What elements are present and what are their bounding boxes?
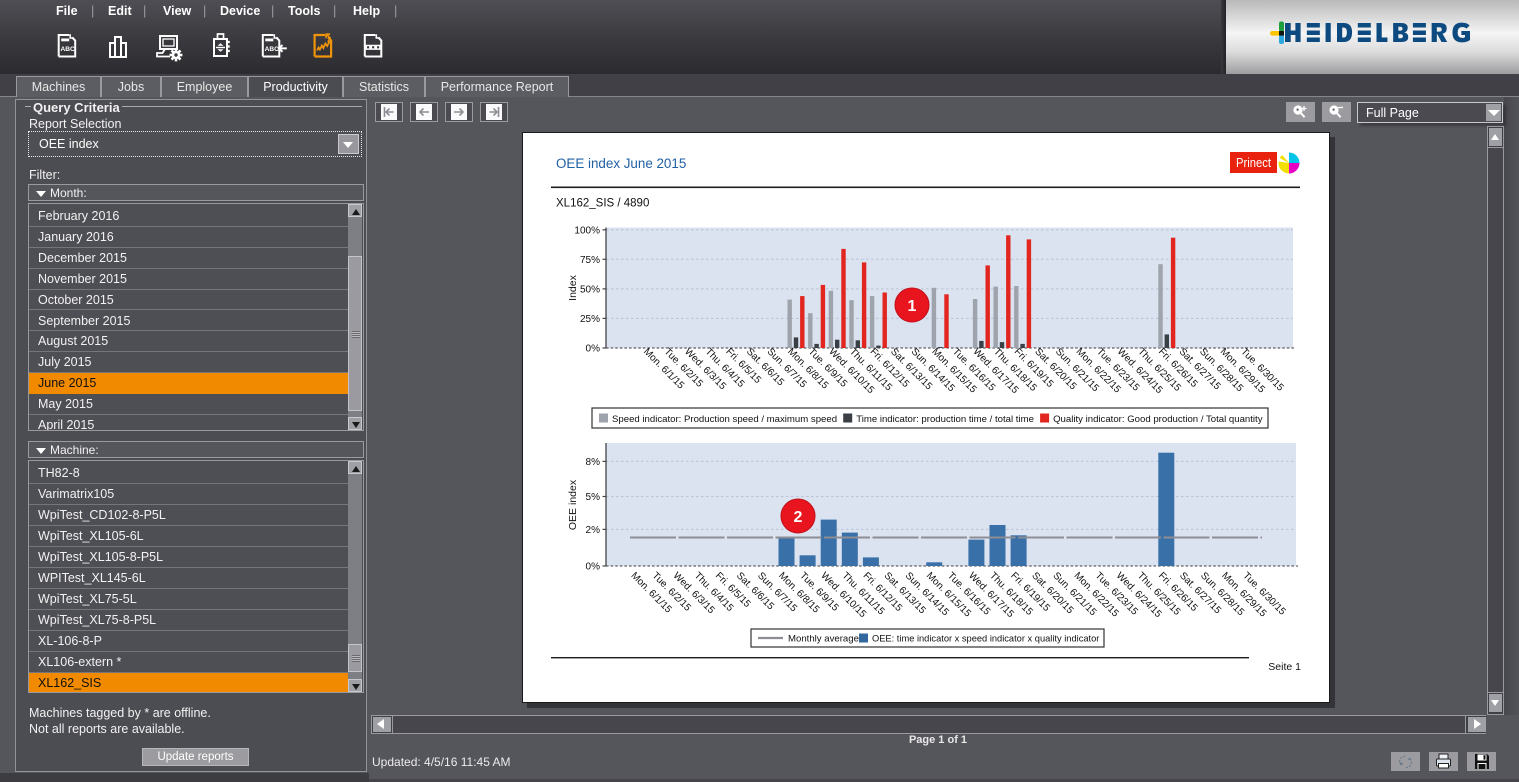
svg-text:ABC: ABC bbox=[265, 46, 280, 53]
svg-text:75%: 75% bbox=[580, 255, 600, 266]
svg-text:0%: 0% bbox=[586, 344, 601, 355]
svg-text:XL162_SIS / 4890: XL162_SIS / 4890 bbox=[556, 198, 649, 210]
svg-text:5%: 5% bbox=[586, 492, 601, 503]
svg-text:Time indicator: production tim: Time indicator: production time / total … bbox=[856, 414, 1034, 425]
svg-text:1: 1 bbox=[908, 298, 917, 315]
svg-text:OEE index June 2015: OEE index June 2015 bbox=[556, 156, 686, 171]
svg-text:Speed indicator: Production sp: Speed indicator: Production speed / maxi… bbox=[612, 414, 837, 425]
svg-text:Quality indicator: Good produc: Quality indicator: Good production / Tot… bbox=[1053, 414, 1263, 425]
svg-text:100%: 100% bbox=[574, 225, 600, 236]
svg-text:2: 2 bbox=[794, 509, 803, 526]
svg-text:OEE: time indicator x speed in: OEE: time indicator x speed indicator x … bbox=[872, 634, 1099, 644]
svg-text:8%: 8% bbox=[586, 457, 601, 468]
svg-text:25%: 25% bbox=[580, 314, 600, 325]
svg-text:2%: 2% bbox=[586, 525, 601, 536]
svg-text:OEE index: OEE index bbox=[567, 479, 579, 530]
svg-text:Monthly average: Monthly average bbox=[788, 634, 859, 645]
svg-text:Prinect: Prinect bbox=[1236, 156, 1271, 170]
svg-text:ABC: ABC bbox=[61, 46, 76, 53]
svg-text:50%: 50% bbox=[580, 284, 600, 295]
svg-text:Index: Index bbox=[567, 274, 579, 300]
svg-text:Seite 1: Seite 1 bbox=[1268, 661, 1301, 673]
svg-text:0%: 0% bbox=[586, 562, 601, 573]
